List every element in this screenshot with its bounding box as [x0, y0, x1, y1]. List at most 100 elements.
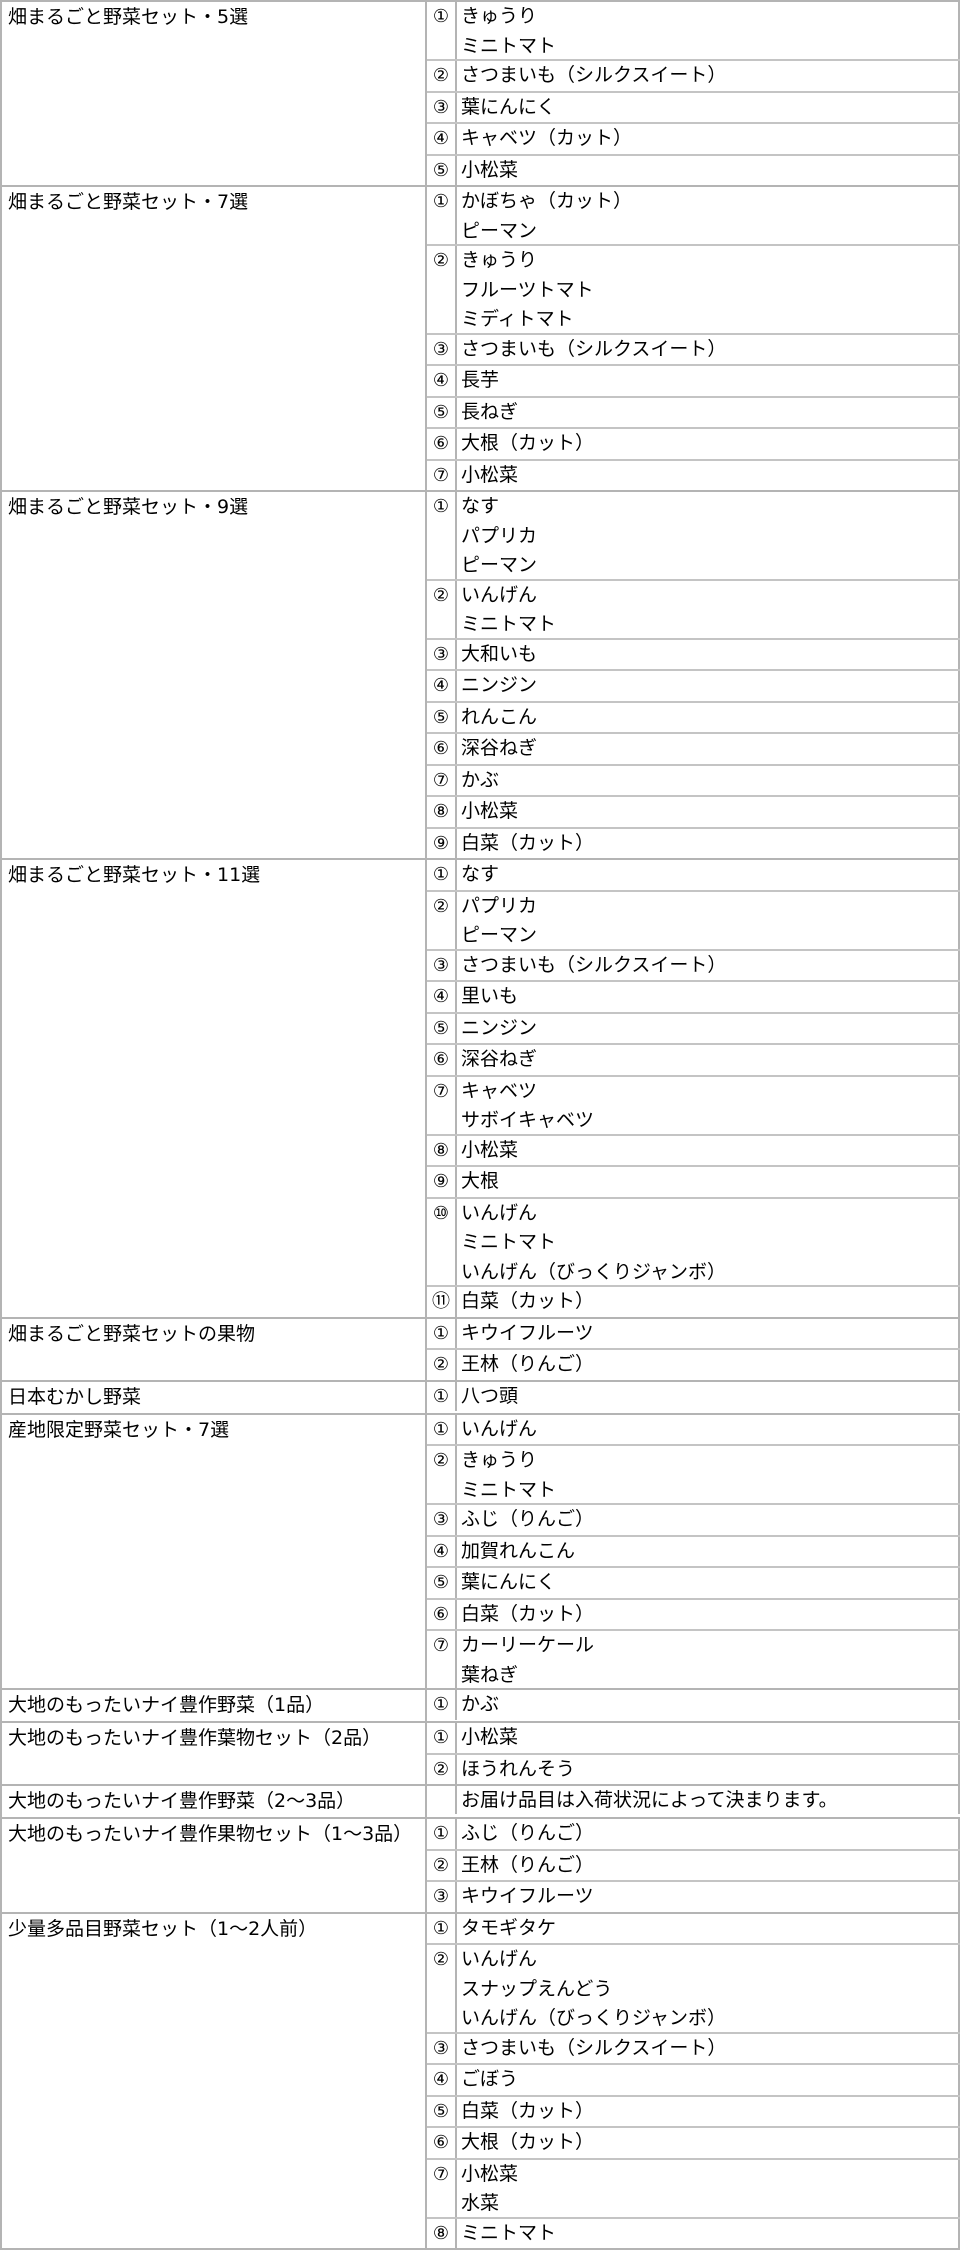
item-name: きゅうり	[461, 1446, 958, 1476]
item-name: なす	[461, 860, 958, 888]
item-number: ③	[427, 1882, 457, 1912]
item-name: 長ねぎ	[461, 398, 958, 426]
set-name: 畑まるごと野菜セットの果物	[0, 1319, 427, 1380]
item-name: スナップえんどう	[461, 1975, 958, 2005]
item-name: 里いも	[461, 982, 958, 1010]
item-lines: 大和いも	[457, 640, 960, 670]
item-row: お届け品目は入荷状況によって決まります。	[427, 1786, 960, 1814]
item-lines: 長芋	[457, 366, 960, 396]
item-number: ①	[427, 860, 457, 890]
item-number: ④	[427, 982, 457, 1012]
item-name: さつまいも（シルクスイート）	[461, 335, 958, 363]
item-lines: いんげん	[457, 1415, 960, 1445]
item-name: いんげん	[461, 1199, 958, 1229]
item-lines: 小松菜水菜	[457, 2160, 960, 2217]
item-lines: 小松菜	[457, 461, 960, 491]
item-number: ①	[427, 2, 457, 59]
item-lines: 深谷ねぎ	[457, 734, 960, 764]
item-number: ④	[427, 124, 457, 154]
item-number: ①	[427, 1723, 457, 1753]
item-number: ⑨	[427, 829, 457, 859]
item-name: 葉ねぎ	[461, 1661, 958, 1689]
item-name: パプリカ	[461, 522, 958, 552]
item-name: いんげん	[461, 1415, 958, 1443]
item-name: 大和いも	[461, 640, 958, 668]
item-name: さつまいも（シルクスイート）	[461, 951, 958, 979]
item-name: 深谷ねぎ	[461, 734, 958, 762]
item-lines: パプリカピーマン	[457, 892, 960, 949]
set-name: 大地のもったいナイ豊作葉物セット（2品）	[0, 1723, 427, 1784]
item-name: さつまいも（シルクスイート）	[461, 2034, 958, 2062]
item-name: ニンジン	[461, 1014, 958, 1042]
item-name: ふじ（りんご）	[461, 1505, 958, 1533]
set-group: 大地のもったいナイ豊作野菜（2〜3品）お届け品目は入荷状況によって決まります。	[0, 1786, 960, 1819]
set-name: 畑まるごと野菜セット・9選	[0, 492, 427, 858]
item-number	[427, 1786, 457, 1814]
item-lines: 小松菜	[457, 1723, 960, 1753]
item-number: ⑤	[427, 1568, 457, 1598]
item-number: ⑤	[427, 398, 457, 428]
item-name: 白菜（カット）	[461, 2097, 958, 2125]
item-name: キャベツ（カット）	[461, 124, 958, 152]
item-name: ピーマン	[461, 217, 958, 245]
item-lines: 王林（りんご）	[457, 1350, 960, 1380]
item-lines: さつまいも（シルクスイート）	[457, 2034, 960, 2064]
item-name: ピーマン	[461, 551, 958, 579]
item-number: ②	[427, 1755, 457, 1785]
item-number: ⑥	[427, 734, 457, 764]
item-lines: 白菜（カット）	[457, 2097, 960, 2127]
item-number: ②	[427, 581, 457, 638]
item-name: ミニトマト	[461, 1476, 958, 1504]
item-name: 深谷ねぎ	[461, 1045, 958, 1073]
item-number: ⑦	[427, 2160, 457, 2217]
set-items: お届け品目は入荷状況によって決まります。	[427, 1786, 960, 1817]
item-name: キウイフルーツ	[461, 1319, 958, 1347]
item-lines: ニンジン	[457, 671, 960, 701]
item-lines: いんげんミニトマトいんげん（びっくりジャンボ）	[457, 1199, 960, 1286]
item-name: さつまいも（シルクスイート）	[461, 61, 958, 89]
item-number: ⑥	[427, 2128, 457, 2158]
item-lines: ごぼう	[457, 2065, 960, 2095]
item-name: ミディトマト	[461, 305, 958, 333]
item-lines: 白菜（カット）	[457, 829, 960, 859]
item-number: ⑤	[427, 156, 457, 186]
item-lines: 加賀れんこん	[457, 1537, 960, 1567]
item-number: ①	[427, 1415, 457, 1445]
item-number: ①	[427, 1319, 457, 1349]
item-number: ②	[427, 892, 457, 949]
item-number: ④	[427, 1537, 457, 1567]
item-lines: ニンジン	[457, 1014, 960, 1044]
item-number: ②	[427, 1945, 457, 2032]
item-number: ④	[427, 2065, 457, 2095]
item-name: かぼちゃ（カット）	[461, 187, 958, 217]
item-number: ③	[427, 2034, 457, 2064]
